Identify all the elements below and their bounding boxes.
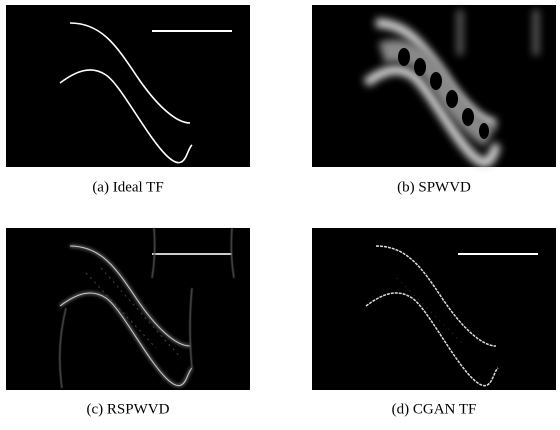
- panel-ideal: [6, 5, 250, 167]
- caption: (a) Ideal TF: [92, 179, 163, 195]
- image-background: [312, 228, 556, 390]
- panel-rspwvd: [6, 228, 250, 390]
- figure: (a) Ideal TF (b) SPWVD: [0, 0, 560, 430]
- image-background: [6, 228, 250, 390]
- caption: (c) RSPWVD: [87, 401, 170, 417]
- hole: [479, 123, 489, 139]
- image-background: [6, 5, 250, 167]
- hole: [446, 90, 458, 108]
- hole: [414, 58, 426, 76]
- caption: (d) CGAN TF: [392, 401, 477, 417]
- hole: [398, 48, 410, 66]
- hole: [430, 72, 442, 90]
- hole: [462, 108, 474, 126]
- panel-cgan: [312, 228, 556, 390]
- caption: (b) SPWVD: [397, 179, 471, 195]
- panel-spwvd: [312, 5, 556, 167]
